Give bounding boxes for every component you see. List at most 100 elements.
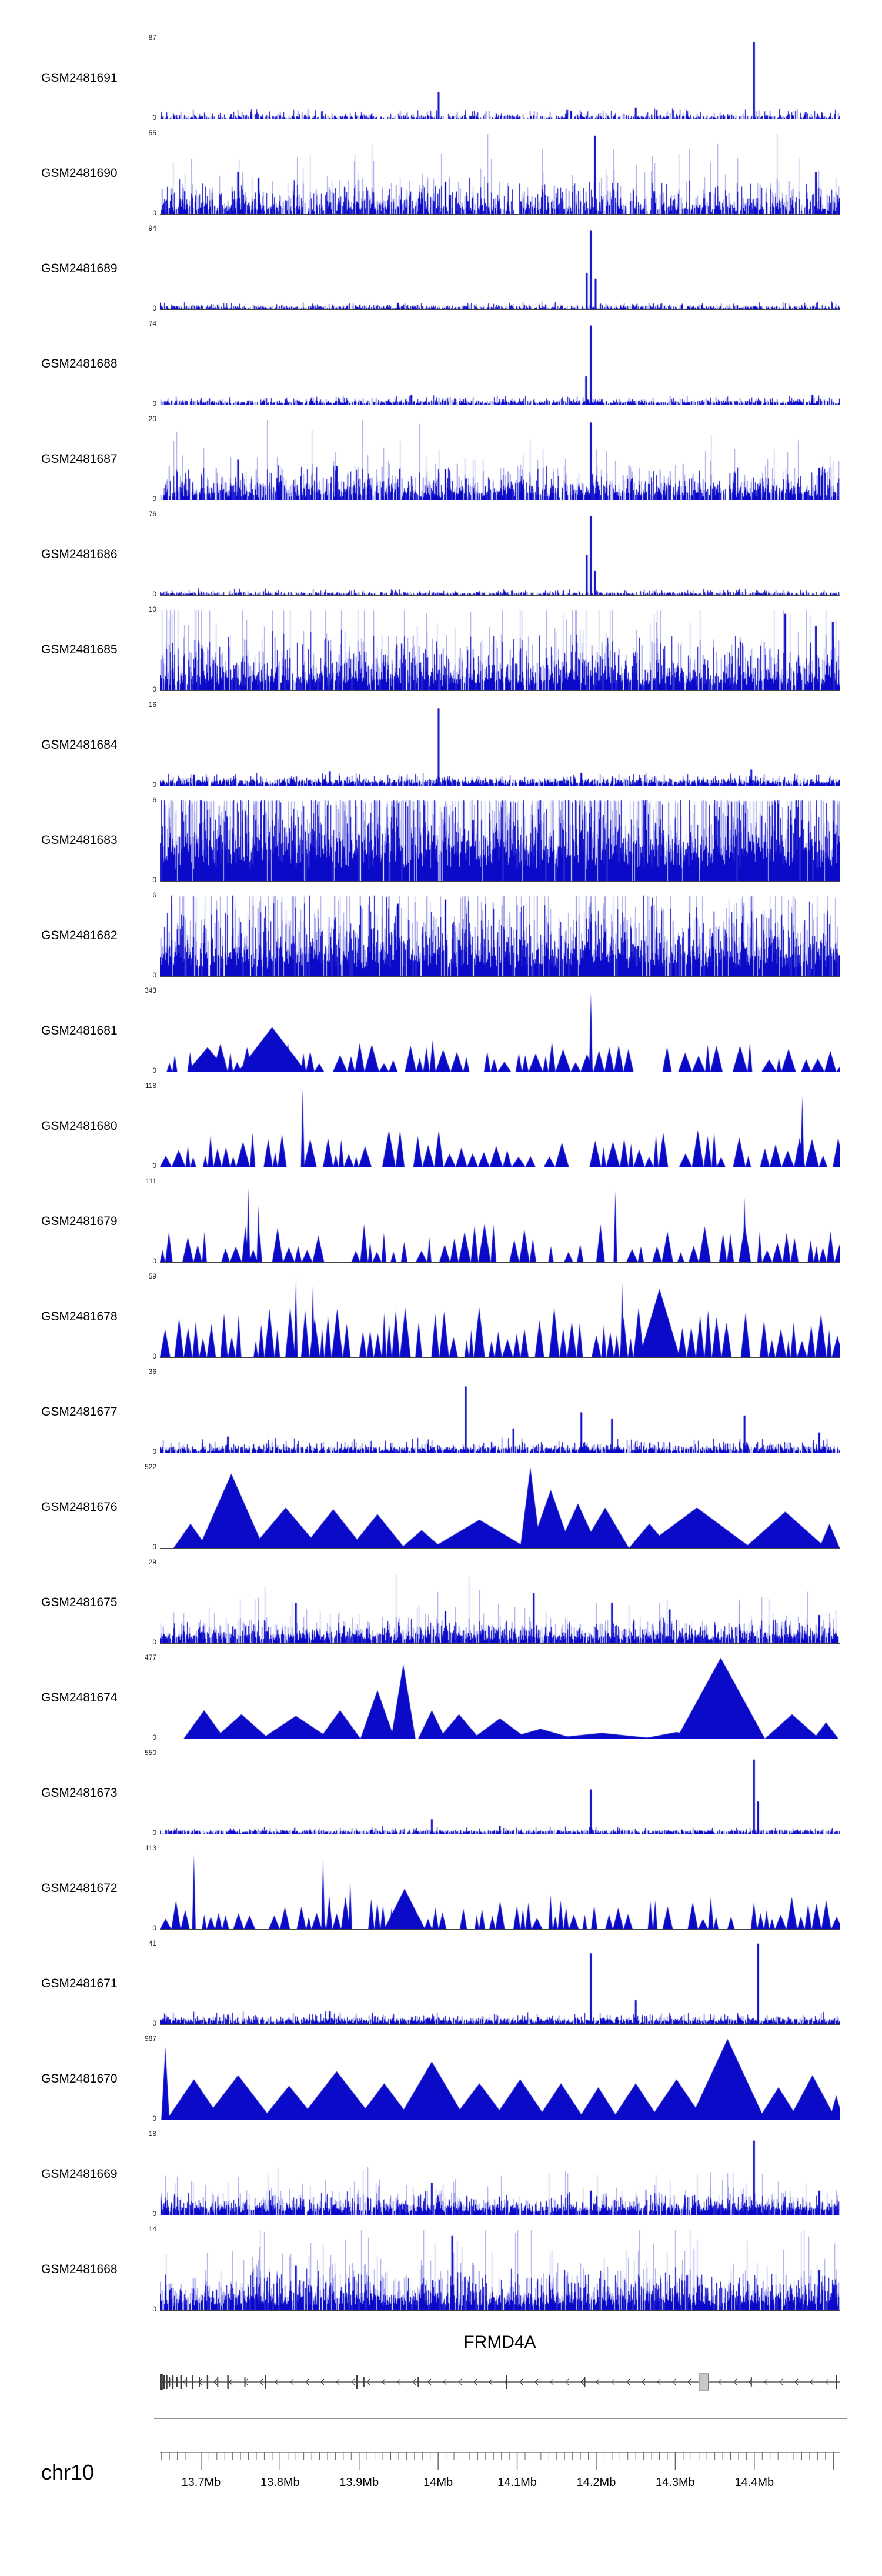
gene-exon-box [699, 2373, 709, 2391]
y-axis-zero: 0 [152, 495, 156, 503]
y-axis-max: 29 [148, 1558, 156, 1566]
strand-arrow-icon [642, 2378, 646, 2385]
ruler-tick-label: 14.3Mb [656, 2476, 695, 2489]
strand-arrow-icon [672, 2378, 676, 2385]
y-axis-max: 987 [144, 2034, 156, 2043]
strand-arrow-icon [580, 2378, 584, 2385]
y-axis-zero: 0 [152, 1543, 156, 1551]
y-axis-max: 343 [144, 986, 156, 995]
strand-arrow-icon [687, 2378, 691, 2385]
track-plot: 74 0 [149, 320, 840, 407]
track-plot: 20 0 [149, 415, 840, 502]
track-label: GSM2481688 [41, 357, 118, 371]
track-label: GSM2481675 [41, 1596, 118, 1609]
y-axis-max: 16 [148, 700, 156, 709]
strand-arrow-icon [779, 2378, 783, 2385]
gene-exon [750, 2377, 752, 2387]
signal-canvas [160, 1275, 840, 1357]
track-plot: 41 0 [149, 1940, 840, 2027]
strand-arrow-icon [519, 2378, 523, 2385]
signal-canvas [160, 36, 840, 119]
signal-track: GSM2481673 550 0 [0, 1746, 882, 1841]
strand-arrow-icon [733, 2378, 737, 2385]
y-axis-zero: 0 [152, 1162, 156, 1170]
y-axis-zero: 0 [152, 971, 156, 979]
signal-track-list: GSM2481691 87 0 GSM2481690 55 0 GSM24816… [0, 31, 882, 2313]
y-axis-max: 118 [145, 1082, 156, 1090]
strand-arrow-icon [550, 2378, 554, 2385]
y-axis-max: 59 [148, 1272, 156, 1280]
y-axis-zero: 0 [152, 2210, 156, 2218]
y-axis-max: 10 [148, 605, 156, 613]
signal-canvas [160, 2133, 840, 2215]
ruler-tick-label: 13.9Mb [339, 2476, 379, 2489]
gene-exon [584, 2377, 586, 2387]
signal-track: GSM2481691 87 0 [0, 31, 882, 126]
chromosome-label: chr10 [41, 2460, 95, 2484]
strand-arrow-icon [183, 2378, 187, 2385]
strand-arrow-icon [718, 2378, 722, 2385]
strand-arrow-icon [275, 2378, 279, 2385]
strand-arrow-icon [229, 2378, 233, 2385]
signal-track: GSM2481687 20 0 [0, 412, 882, 507]
strand-arrow-icon [290, 2378, 294, 2385]
y-axis-zero: 0 [152, 2114, 156, 2123]
ruler-tick-label: 14Mb [423, 2476, 453, 2489]
signal-track: GSM2481677 36 0 [0, 1364, 882, 1460]
y-axis-max: 6 [152, 891, 156, 899]
track-plot: 113 0 [145, 1844, 840, 1931]
track-plot: 477 0 [145, 1654, 840, 1741]
signal-track: GSM2481684 16 0 [0, 698, 882, 793]
y-axis-max: 522 [144, 1463, 156, 1471]
ruler-tick-label: 13.8Mb [260, 2476, 300, 2489]
y-axis-zero: 0 [152, 1733, 156, 1741]
track-plot: 18 0 [149, 2130, 840, 2217]
signal-canvas [160, 799, 840, 881]
strand-arrow-icon [565, 2378, 569, 2385]
gene-exon [363, 2377, 365, 2387]
gene-exon [160, 2374, 163, 2390]
y-axis-max: 94 [148, 224, 156, 232]
gene-exon [836, 2375, 837, 2389]
strand-arrow-icon [657, 2378, 661, 2385]
gene-exon [186, 2377, 188, 2387]
track-label: GSM2481670 [41, 2072, 118, 2086]
gene-exon [199, 2377, 201, 2387]
track-plot: 10 0 [149, 606, 840, 693]
strand-arrow-icon [168, 2378, 172, 2385]
gene-title: FRMD4A [463, 2333, 536, 2352]
y-axis-zero: 0 [152, 1352, 156, 1360]
signal-canvas [160, 1370, 840, 1453]
y-axis-max: 55 [148, 129, 156, 137]
gene-exon [166, 2375, 168, 2389]
strand-arrow-icon [534, 2378, 539, 2385]
gene-exon [417, 2377, 419, 2387]
y-axis-max: 113 [145, 1844, 156, 1852]
y-axis-zero: 0 [152, 209, 156, 217]
signal-track: GSM2481682 6 0 [0, 888, 882, 983]
track-plot: 6 0 [152, 796, 840, 883]
signal-track: GSM2481672 113 0 [0, 1841, 882, 1936]
y-axis-zero: 0 [152, 304, 156, 312]
strand-arrow-icon [351, 2378, 355, 2385]
track-label: GSM2481683 [41, 833, 118, 847]
track-label: GSM2481689 [41, 262, 118, 275]
y-axis-zero: 0 [152, 2019, 156, 2027]
y-axis-zero: 0 [152, 876, 156, 884]
track-plot: 343 0 [145, 987, 840, 1074]
y-axis-zero: 0 [152, 2305, 156, 2313]
y-axis-zero: 0 [152, 1924, 156, 1932]
y-axis-max: 74 [148, 319, 156, 328]
signal-canvas [160, 1180, 840, 1262]
signal-canvas [160, 322, 840, 405]
track-plot: 6 0 [152, 892, 840, 979]
track-label: GSM2481671 [41, 1977, 118, 1990]
track-plot: 29 0 [149, 1559, 840, 1646]
signal-track: GSM2481678 59 0 [0, 1269, 882, 1364]
gene-exon [506, 2375, 507, 2389]
y-axis-zero: 0 [152, 685, 156, 693]
gene-exon [264, 2375, 266, 2389]
track-plot: 59 0 [149, 1273, 840, 1360]
track-plot: 36 0 [149, 1368, 840, 1455]
